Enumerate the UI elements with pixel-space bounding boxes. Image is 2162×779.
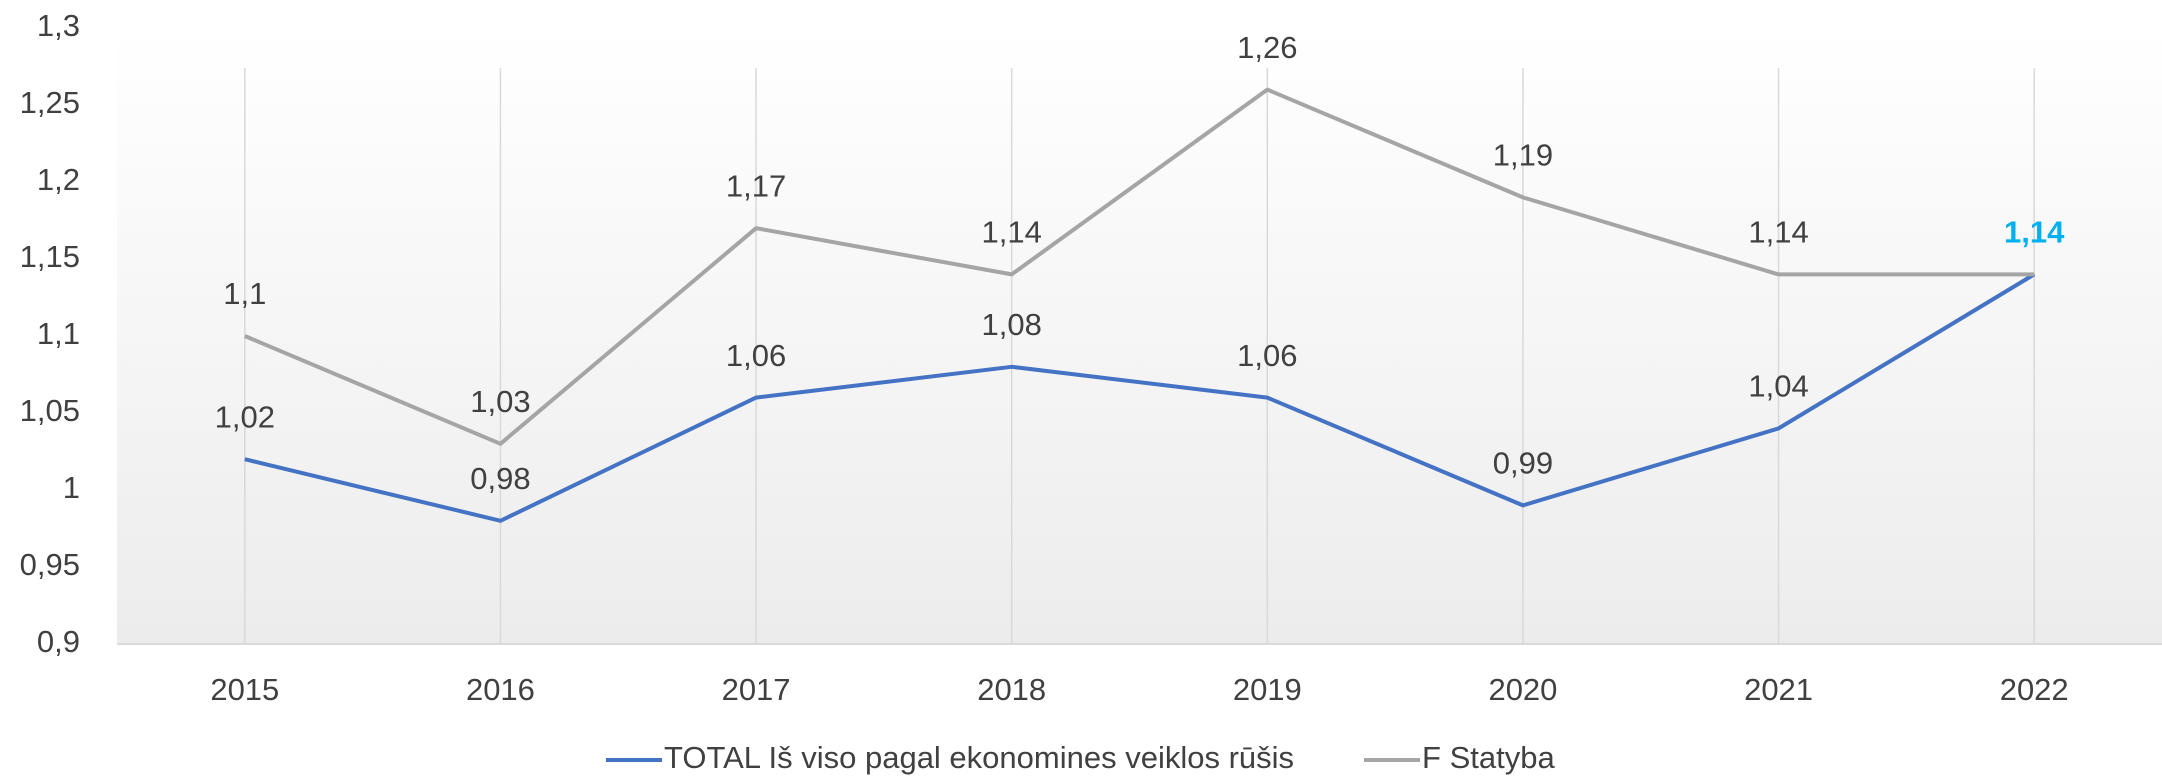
data-label: 1,06 — [726, 338, 786, 373]
data-label: 1,06 — [1237, 338, 1297, 373]
y-tick-label: 0,9 — [37, 624, 80, 659]
y-tick-label: 1,2 — [37, 162, 80, 197]
data-label: 1,03 — [470, 384, 530, 419]
data-label: 1,04 — [1748, 369, 1808, 404]
line-series — [244, 272, 2036, 523]
data-label: 1,02 — [215, 399, 275, 434]
x-tick-label: 2018 — [977, 672, 1046, 707]
x-tick-label: 2015 — [210, 672, 279, 707]
x-tick-label: 2017 — [722, 672, 791, 707]
x-tick-label: 2016 — [466, 672, 535, 707]
data-label: 1,08 — [982, 307, 1042, 342]
plot-background — [117, 28, 2162, 644]
y-tick-label: 1,1 — [37, 316, 80, 351]
y-tick-label: 1 — [63, 470, 80, 505]
data-label: 1,14 — [982, 215, 1042, 250]
y-tick-label: 1,15 — [20, 239, 80, 274]
x-tick-label: 2022 — [2000, 672, 2069, 707]
x-tick-label: 2019 — [1233, 672, 1302, 707]
x-tick-label: 2020 — [1488, 672, 1557, 707]
data-label: 1,19 — [1493, 138, 1553, 173]
legend-label: TOTAL Iš viso pagal ekonomines veiklos r… — [664, 740, 1294, 775]
data-label: 0,99 — [1493, 446, 1553, 481]
data-label: 1,14 — [2004, 215, 2065, 250]
data-label: 1,1 — [223, 276, 266, 311]
x-tick-label: 2021 — [1744, 672, 1813, 707]
data-label: 0,98 — [470, 461, 530, 496]
data-label: 1,26 — [1237, 30, 1297, 65]
data-label: 1,14 — [1748, 215, 1808, 250]
legend-label: F Statyba — [1422, 740, 1555, 775]
y-tick-label: 1,25 — [20, 85, 80, 120]
y-tick-label: 1,3 — [37, 8, 80, 43]
y-tick-label: 0,95 — [20, 547, 80, 582]
y-tick-label: 1,05 — [20, 393, 80, 428]
data-label: 1,17 — [726, 168, 786, 203]
line-series — [244, 87, 2035, 446]
